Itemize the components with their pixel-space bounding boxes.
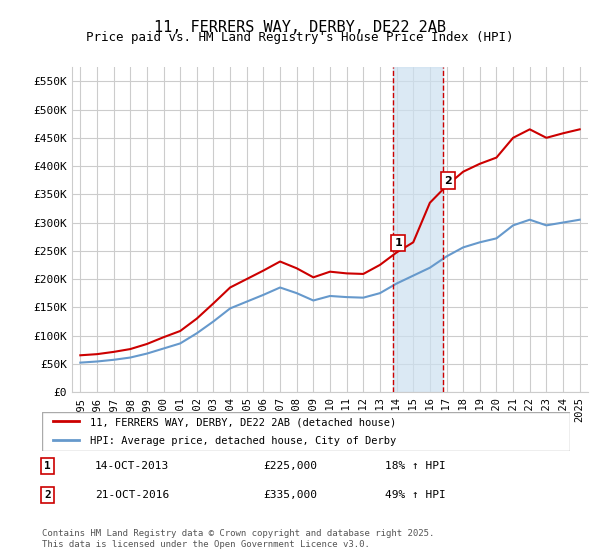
FancyBboxPatch shape: [42, 412, 570, 451]
Text: Price paid vs. HM Land Registry's House Price Index (HPI): Price paid vs. HM Land Registry's House …: [86, 31, 514, 44]
Text: £225,000: £225,000: [264, 461, 318, 471]
Text: 14-OCT-2013: 14-OCT-2013: [95, 461, 169, 471]
Text: 11, FERRERS WAY, DERBY, DE22 2AB (detached house): 11, FERRERS WAY, DERBY, DE22 2AB (detach…: [89, 418, 396, 428]
Text: HPI: Average price, detached house, City of Derby: HPI: Average price, detached house, City…: [89, 436, 396, 446]
Text: £335,000: £335,000: [264, 490, 318, 500]
Bar: [393, 67, 443, 392]
Text: 1: 1: [44, 461, 50, 471]
Text: 11, FERRERS WAY, DERBY, DE22 2AB: 11, FERRERS WAY, DERBY, DE22 2AB: [154, 20, 446, 35]
Text: 21-OCT-2016: 21-OCT-2016: [95, 490, 169, 500]
Text: 18% ↑ HPI: 18% ↑ HPI: [385, 461, 446, 471]
Text: Contains HM Land Registry data © Crown copyright and database right 2025.
This d: Contains HM Land Registry data © Crown c…: [42, 529, 434, 549]
Text: 2: 2: [44, 490, 50, 500]
Text: 1: 1: [394, 238, 402, 248]
Text: 2: 2: [444, 176, 452, 186]
Text: 49% ↑ HPI: 49% ↑ HPI: [385, 490, 446, 500]
